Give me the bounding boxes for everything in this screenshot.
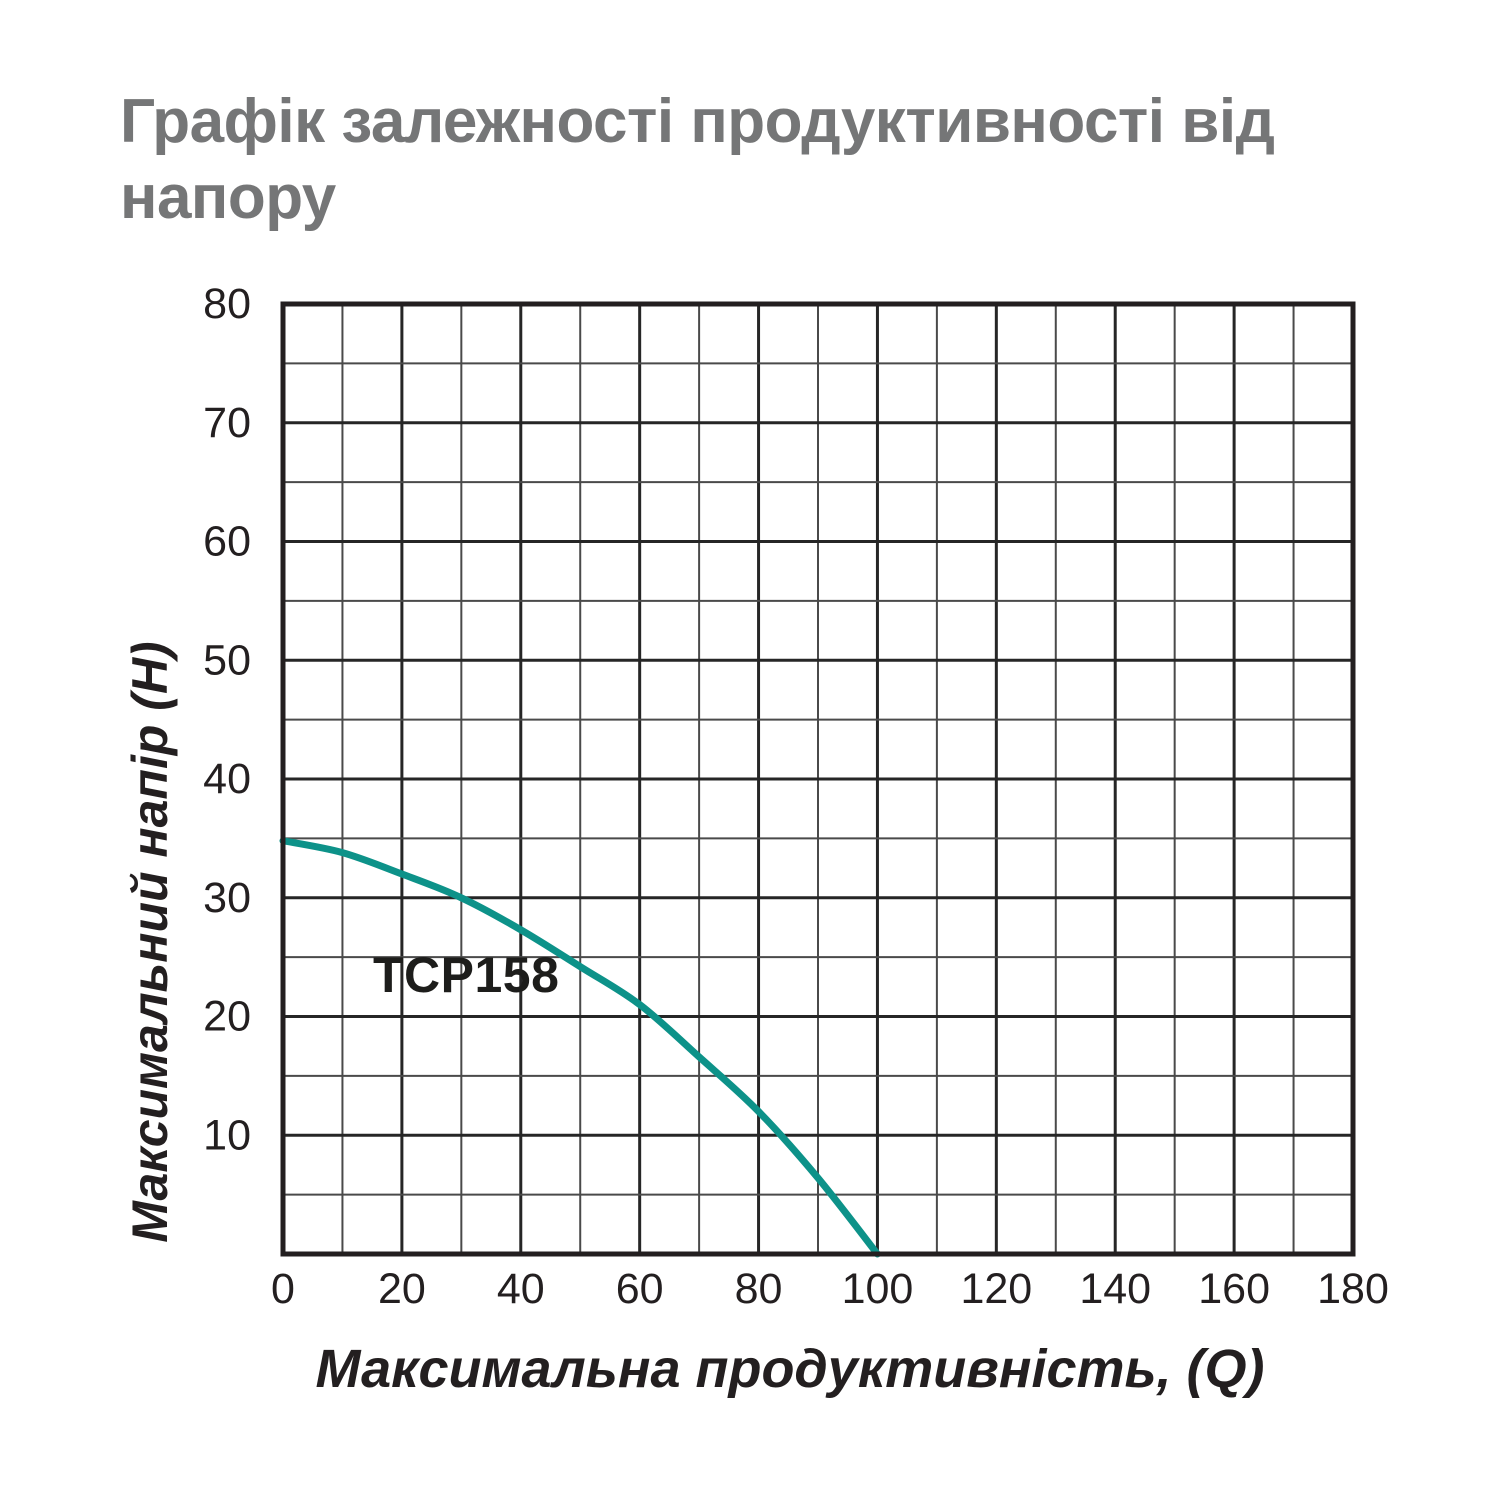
x-tick-label: 160 [1198, 1265, 1270, 1313]
x-tick-label: 120 [960, 1265, 1032, 1313]
chart-title: Графік залежності продуктивності від нап… [120, 84, 1275, 235]
plot-border [280, 301, 1356, 1257]
y-axis-title: Максимальний напір (Н) [122, 641, 178, 1243]
y-tick-label: 20 [203, 993, 251, 1041]
x-tick-label: 60 [616, 1265, 664, 1313]
x-tick-label: 140 [1079, 1265, 1151, 1313]
chart-title-line1: Графік залежності продуктивності від [120, 87, 1275, 156]
x-axis-title: Максимальна продуктивність, (Q) [315, 1339, 1265, 1399]
x-tick-label: 180 [1317, 1265, 1389, 1313]
pump-curve-tcp158 [279, 837, 881, 1258]
y-tick-label: 70 [203, 399, 251, 447]
y-tick-label: 10 [203, 1111, 251, 1159]
y-tick-label: 30 [203, 874, 251, 922]
x-tick-label: 0 [271, 1265, 295, 1313]
chart-title-line2: напору [120, 162, 336, 232]
y-tick-label: 50 [203, 636, 251, 684]
x-tick-label: 80 [735, 1265, 783, 1313]
y-tick-label: 40 [203, 755, 251, 803]
x-tick-label: 100 [842, 1265, 914, 1313]
x-tick-label: 40 [497, 1265, 545, 1313]
y-tick-label: 80 [203, 280, 251, 328]
series-label-tcp158: TCP158 [373, 947, 560, 1003]
y-tick-label: 60 [203, 518, 251, 566]
x-tick-label: 20 [378, 1265, 426, 1313]
